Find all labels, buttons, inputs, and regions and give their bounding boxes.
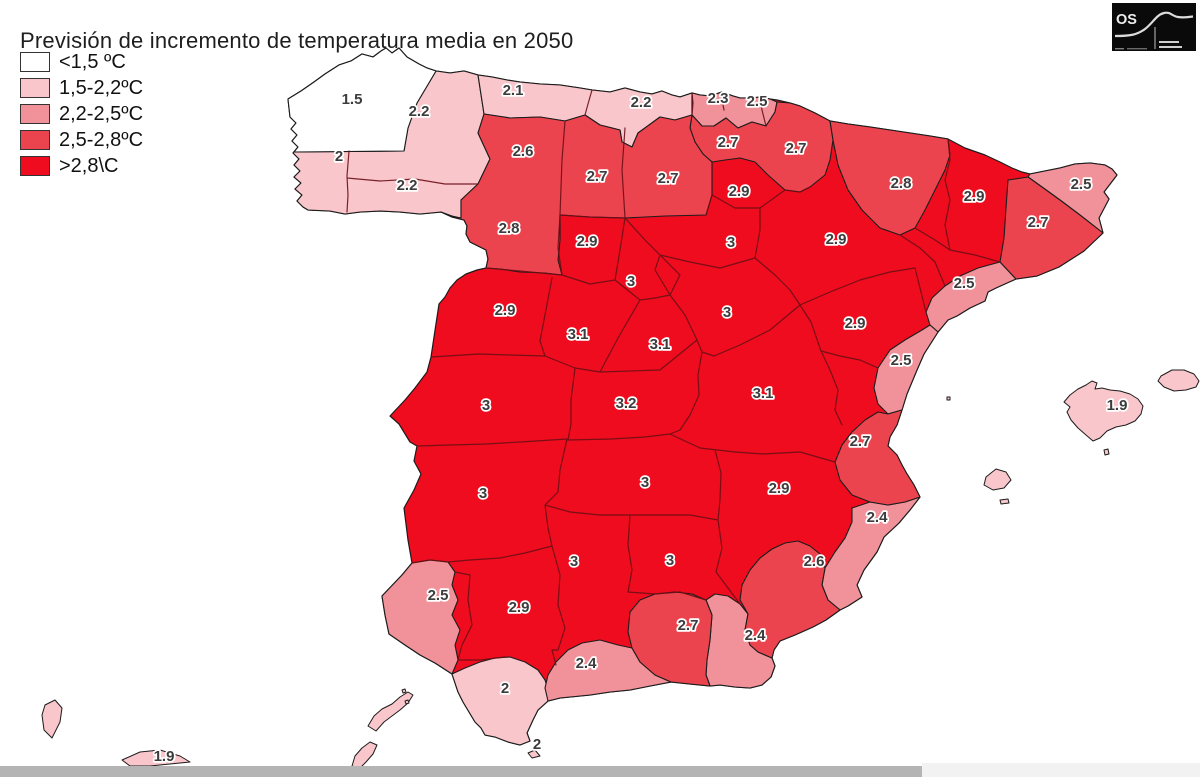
svg-text:3.1: 3.1 (650, 336, 671, 353)
svg-text:2.2: 2.2 (409, 103, 430, 120)
svg-text:2.4: 2.4 (576, 655, 598, 672)
svg-text:2.5: 2.5 (891, 352, 912, 369)
svg-text:OS: OS (1116, 12, 1137, 28)
svg-text:3.1: 3.1 (753, 385, 774, 402)
svg-text:2.5: 2.5 (428, 587, 449, 604)
svg-text:2.9: 2.9 (845, 315, 866, 332)
svg-text:2.8: 2.8 (499, 220, 520, 237)
svg-text:2.9: 2.9 (769, 480, 790, 497)
svg-text:2.1: 2.1 (503, 82, 524, 99)
svg-text:2.2: 2.2 (631, 94, 652, 111)
svg-text:3: 3 (627, 273, 635, 290)
svg-text:2.6: 2.6 (804, 553, 825, 570)
svg-text:2.5: 2.5 (747, 93, 768, 110)
svg-text:2.7: 2.7 (587, 168, 608, 185)
svg-text:2.7: 2.7 (786, 140, 807, 157)
svg-text:3: 3 (482, 397, 490, 414)
svg-text:2.9: 2.9 (826, 231, 847, 248)
svg-text:3: 3 (479, 485, 487, 502)
svg-text:2.7: 2.7 (658, 170, 679, 187)
svg-text:2.4: 2.4 (867, 509, 889, 526)
svg-text:2.5: 2.5 (1071, 176, 1092, 193)
svg-text:2.8: 2.8 (891, 175, 912, 192)
svg-text:2.7: 2.7 (850, 433, 871, 450)
svg-text:3.1: 3.1 (568, 326, 589, 343)
svg-text:2: 2 (501, 680, 509, 697)
svg-text:1.9: 1.9 (154, 748, 175, 765)
svg-text:2.3: 2.3 (708, 90, 729, 107)
svg-text:3: 3 (641, 474, 649, 491)
svg-text:2.9: 2.9 (509, 599, 530, 616)
svg-text:3: 3 (570, 553, 578, 570)
svg-text:2.7: 2.7 (718, 134, 739, 151)
svg-text:3: 3 (666, 552, 674, 569)
svg-text:1.5: 1.5 (342, 91, 363, 108)
svg-text:2: 2 (335, 148, 343, 165)
svg-text:2: 2 (533, 736, 541, 753)
svg-text:2.9: 2.9 (495, 302, 516, 319)
svg-text:2.6: 2.6 (513, 143, 534, 160)
svg-text:3: 3 (727, 234, 735, 251)
svg-text:2.4: 2.4 (745, 627, 767, 644)
svg-text:3: 3 (723, 304, 731, 321)
svg-text:2.9: 2.9 (964, 188, 985, 205)
svg-text:2.7: 2.7 (1028, 214, 1049, 231)
svg-text:2.9: 2.9 (577, 233, 598, 250)
svg-text:2.9: 2.9 (729, 183, 750, 200)
svg-text:2.7: 2.7 (678, 617, 699, 634)
svg-text:3.2: 3.2 (616, 395, 637, 412)
svg-text:2.2: 2.2 (397, 177, 418, 194)
svg-text:1.9: 1.9 (1107, 397, 1128, 414)
svg-text:2.5: 2.5 (954, 275, 975, 292)
